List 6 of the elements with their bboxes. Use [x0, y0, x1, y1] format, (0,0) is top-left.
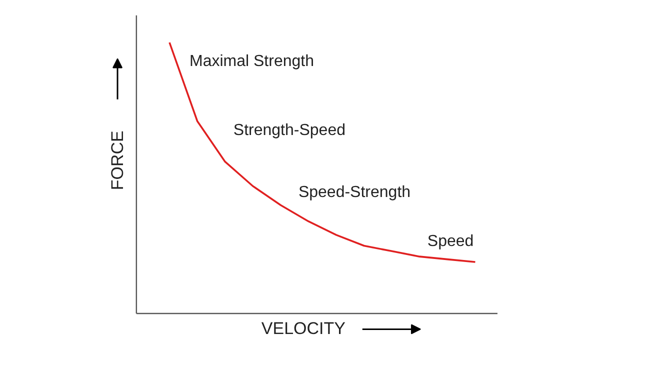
annotation: Strength-Speed	[233, 122, 346, 140]
y-axis-title: FORCE	[108, 130, 128, 190]
x-axis-title: VELOCITY	[261, 318, 346, 338]
annotation: Speed	[427, 232, 474, 250]
annotation: Maximal Strength	[190, 52, 314, 70]
annotation: Speed-Strength	[298, 184, 411, 202]
